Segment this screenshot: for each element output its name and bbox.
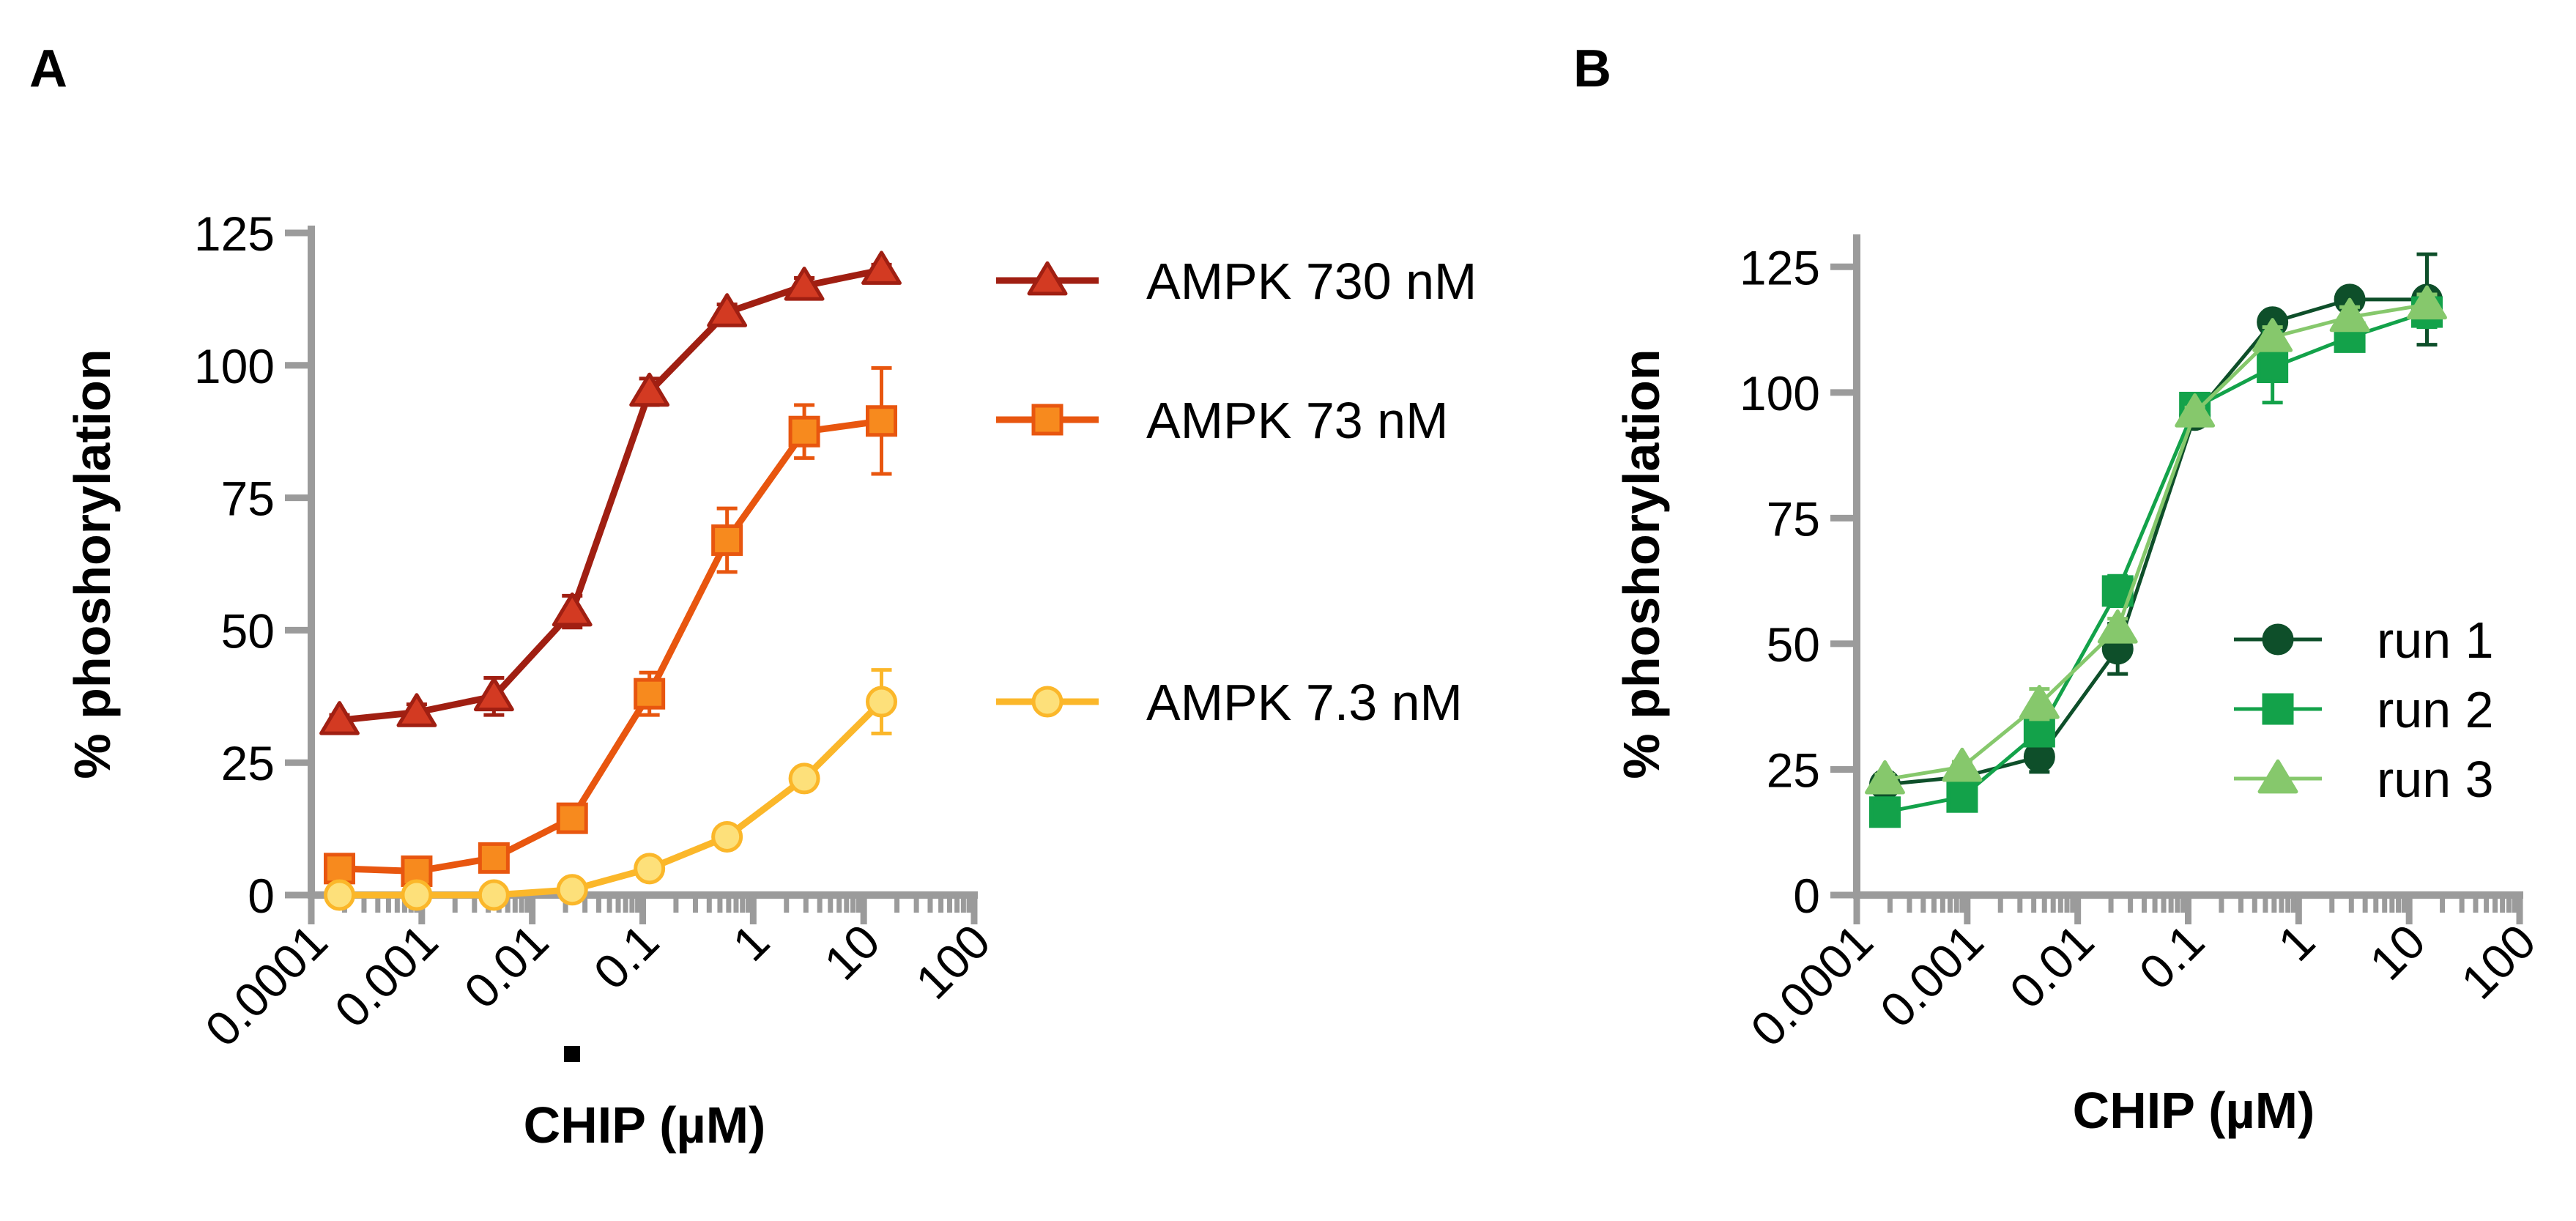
panel-a-x-tick-label: 0.0001 bbox=[195, 914, 338, 1057]
panel-b-x-tick-label: 0.001 bbox=[1870, 914, 1994, 1038]
panel-a-data-point bbox=[788, 415, 820, 448]
panel-b-series-2 bbox=[1869, 294, 2443, 828]
panel-b-x-tick-label: 0.0001 bbox=[1740, 914, 1883, 1057]
panel-b-y-tick-label: 50 bbox=[1767, 617, 1820, 672]
panel-a-legend-marker bbox=[1031, 686, 1064, 718]
panel-a-series-line bbox=[339, 267, 883, 724]
panel-a-y-tick-label: 75 bbox=[221, 472, 275, 526]
panel-a-data-point bbox=[784, 267, 825, 301]
panel-a-data-point bbox=[324, 879, 356, 911]
panel-b-y-axis-title: % phoshorylation bbox=[1613, 349, 1670, 779]
panel-a-data-point bbox=[861, 250, 902, 285]
panel-b-x-axis-title: CHIP (µM) bbox=[2073, 1082, 2315, 1139]
panel-b-data-point bbox=[2257, 352, 2289, 384]
panel-b-series-3 bbox=[1865, 285, 2447, 795]
panel-b-legend-marker bbox=[2262, 623, 2294, 656]
panel-a-data-point bbox=[478, 842, 510, 874]
panel-a-series-1 bbox=[319, 250, 902, 735]
panel-a-x-axis-title: CHIP (µM) bbox=[524, 1096, 766, 1154]
panel-a-legend-marker bbox=[1031, 404, 1064, 436]
panel-b-x-tick-label: 0.01 bbox=[1999, 914, 2104, 1019]
panel-a-data-point bbox=[552, 592, 593, 627]
panel-a-legend-label: AMPK 7.3 nM bbox=[1146, 674, 1463, 731]
panel-a-data-point bbox=[866, 405, 898, 437]
panel-b-y-tick-label: 75 bbox=[1767, 491, 1820, 546]
panel-a-x-tick-label: 0.001 bbox=[324, 914, 448, 1038]
panel-a-y-tick-label: 50 bbox=[221, 604, 275, 658]
panel-a-legend-label: AMPK 73 nM bbox=[1146, 392, 1448, 449]
panel-b-label: B bbox=[1573, 40, 1611, 98]
panel-b-data-point bbox=[1869, 796, 1901, 828]
panel-a-data-point bbox=[556, 802, 588, 834]
panel-b-series-line bbox=[1885, 297, 2427, 787]
panel-a-data-point bbox=[711, 820, 743, 853]
panel-b-series-line bbox=[1885, 310, 2428, 814]
panel-a-x-tick-label: 0.01 bbox=[453, 914, 558, 1019]
panel-a-x-tick-label: 100 bbox=[905, 914, 1001, 1009]
panel-a-x-tick-label: 10 bbox=[814, 914, 890, 990]
panel-b-y-tick-label: 100 bbox=[1740, 366, 1820, 420]
panel-b-data-point bbox=[2329, 297, 2370, 333]
panel-b-data-point bbox=[2019, 685, 2060, 719]
panel-a-data-point bbox=[478, 879, 510, 911]
panel-b-y-tick-label: 0 bbox=[1793, 869, 1820, 923]
panel-b-legend-label: run 1 bbox=[2377, 612, 2494, 669]
panel-a-legend: AMPK 730 nM AMPK 73 nM AMPK 7.3 nM bbox=[996, 253, 1477, 731]
panel-a-series-3 bbox=[324, 668, 898, 911]
panel-b-x-tick-label: 0.1 bbox=[2128, 914, 2214, 1000]
panel-b-data-point bbox=[2175, 393, 2216, 428]
panel-a-data-point bbox=[634, 678, 666, 710]
panel-a-data-point bbox=[319, 701, 360, 735]
panel-a-x-tick-label: 0.1 bbox=[583, 914, 669, 1000]
panel-a-data-point bbox=[866, 686, 898, 718]
panel-b-legend-label: run 3 bbox=[2377, 751, 2494, 808]
panel-b-y-tick-label: 125 bbox=[1740, 240, 1820, 294]
panel-a-data-point bbox=[788, 762, 820, 795]
panel-a-series-2 bbox=[324, 365, 898, 887]
panel-b-data-point bbox=[1942, 747, 1983, 782]
panel-a-y-tick-label: 0 bbox=[248, 869, 275, 923]
panel-a-legend-label: AMPK 730 nM bbox=[1146, 253, 1477, 310]
panel-b-legend: run 1 run 2 run 3 bbox=[2234, 612, 2494, 808]
panel-b-x-tick-label: 100 bbox=[2451, 914, 2546, 1009]
panel-b-data-point bbox=[1865, 760, 1905, 795]
panel-a-y-tick-label: 100 bbox=[194, 339, 275, 393]
panel-b-legend-marker bbox=[2257, 759, 2298, 794]
panel-b-legend-label: run 2 bbox=[2377, 681, 2494, 738]
panel-b-series-line bbox=[1885, 303, 2427, 782]
panel-a-data-point bbox=[629, 372, 670, 407]
panel-a-data-point bbox=[634, 853, 666, 885]
panel-a-data-point bbox=[396, 693, 437, 727]
panel-b-data-point bbox=[2407, 285, 2447, 320]
panel-a-y-tick-label: 125 bbox=[194, 207, 275, 261]
panel-a-data-point bbox=[473, 677, 514, 712]
panel-a-data-point bbox=[556, 874, 588, 906]
panel-a-y-axis-title: % phoshorylation bbox=[64, 349, 121, 779]
panel-b-data-point bbox=[2097, 609, 2138, 644]
panel-a-data-point bbox=[711, 524, 743, 556]
panel-b-data-point bbox=[2252, 318, 2293, 352]
panel-b-data-point bbox=[1946, 781, 1978, 813]
panel-b-y-tick-label: 25 bbox=[1767, 743, 1820, 797]
panel-a-small-square-marker bbox=[564, 1046, 580, 1062]
panel-a-data-point bbox=[324, 853, 356, 885]
panel-a-data-point bbox=[707, 293, 748, 327]
panel-a-label: A bbox=[29, 40, 67, 98]
panel-a-data-point bbox=[401, 879, 433, 911]
panel-a-legend-marker bbox=[1027, 261, 1068, 296]
panel-b-data-point bbox=[2023, 716, 2055, 748]
panel-a-y-tick-label: 25 bbox=[221, 736, 275, 790]
panel-b-legend-marker bbox=[2262, 693, 2294, 725]
panel-a-series-line bbox=[339, 417, 883, 875]
panel-b-x-tick-label: 10 bbox=[2359, 914, 2435, 990]
